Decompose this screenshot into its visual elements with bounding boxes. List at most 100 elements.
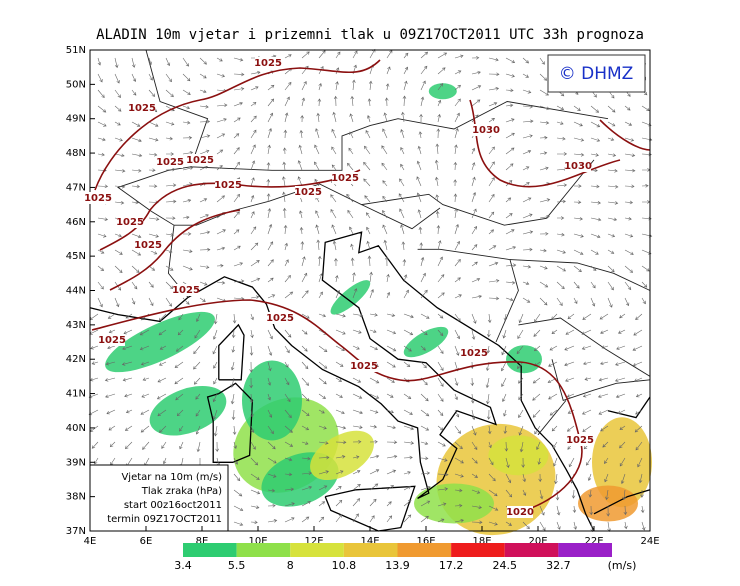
wind-arrow: [403, 471, 411, 475]
wind-arrow: [471, 261, 478, 267]
wind-arrow: [284, 291, 294, 299]
wind-arrow: [114, 265, 123, 273]
wind-arrow: [382, 180, 388, 187]
wind-arrow: [518, 425, 524, 436]
wind-arrow: [471, 520, 483, 525]
wind-arrow: [194, 329, 201, 339]
wind-arrow: [335, 440, 347, 445]
wind-arrow: [386, 361, 396, 368]
wind-arrow: [199, 247, 211, 252]
wind-shade: [105, 311, 215, 373]
wind-arrow: [551, 329, 558, 335]
wind-arrow: [97, 137, 106, 142]
wind-shade: [330, 280, 371, 315]
wind-arrow: [437, 345, 444, 354]
isobar: [99, 169, 361, 251]
wind-arrow: [193, 377, 201, 385]
isobar-label-bg: [215, 179, 241, 191]
wind-arrow: [301, 393, 310, 402]
wind-arrow: [505, 246, 517, 251]
wind-arrow: [199, 119, 211, 124]
wind-arrow: [402, 95, 407, 107]
wind-arrow: [282, 191, 286, 203]
wind-arrow: [352, 440, 362, 444]
wind-arrow: [522, 489, 527, 496]
wind-arrow: [250, 129, 257, 139]
wind-arrow: [215, 441, 219, 452]
wind-arrow: [282, 176, 286, 187]
wind-arrow: [437, 99, 442, 107]
wind-arrow: [301, 485, 313, 491]
wind-arrow: [471, 192, 477, 203]
isobar-label: 1030: [472, 125, 500, 136]
wind-arrow: [250, 329, 254, 339]
wind-arrow: [573, 297, 578, 305]
wind-arrow: [607, 217, 618, 222]
wind-arrow: [487, 313, 492, 324]
wind-arrow: [505, 280, 516, 285]
logo-box: [547, 54, 646, 93]
wind-arrow: [471, 226, 478, 235]
wind-arrow: [386, 454, 398, 459]
wind-arrow: [331, 164, 337, 171]
wind-arrow: [386, 425, 396, 430]
wind-arrow: [582, 425, 592, 432]
wind-arrow: [488, 457, 494, 466]
wind-arrow: [316, 112, 320, 123]
wind-arrow: [161, 441, 167, 449]
wind-arrow: [250, 260, 260, 267]
coastline: [607, 396, 651, 419]
wind-arrow: [522, 134, 533, 139]
wind-arrow: [267, 259, 274, 267]
wind-arrow: [471, 244, 478, 251]
isobar-label-bg: [85, 192, 111, 204]
wind-arrow: [590, 201, 601, 205]
wind-arrow: [488, 245, 497, 251]
wind-arrow: [400, 163, 405, 171]
wind-arrow: [97, 73, 103, 83]
wind-arrow: [505, 473, 512, 484]
wind-arrow: [539, 232, 549, 236]
lat-label: 42N: [66, 354, 86, 365]
wind-arrow: [233, 161, 240, 171]
wind-arrow: [488, 489, 498, 497]
wind-arrow: [420, 425, 430, 431]
wind-arrow: [352, 79, 356, 91]
wind-arrow: [301, 256, 306, 267]
wind-arrow: [539, 120, 550, 125]
wind-arrow: [350, 95, 355, 107]
wind-arrow: [607, 265, 615, 273]
wind-arrow: [177, 329, 184, 336]
colorbar-swatch: [397, 543, 452, 557]
wind-arrow: [267, 277, 274, 283]
wind-arrow: [165, 136, 173, 141]
wind-arrow: [386, 291, 391, 299]
wind-arrow: [564, 345, 575, 351]
wind-arrow: [386, 66, 391, 75]
wind-arrow: [267, 488, 276, 493]
wind-arrow: [131, 137, 142, 143]
wind-arrow: [505, 229, 515, 235]
wind-arrow: [369, 329, 377, 333]
wind-arrow: [419, 242, 423, 251]
wind-shade: [242, 360, 302, 441]
wind-shade: [578, 485, 638, 522]
wind-arrow: [620, 473, 626, 485]
wind-arrow: [505, 147, 515, 155]
wind-arrow: [114, 57, 119, 69]
wind-arrow: [454, 294, 462, 299]
wind-arrow: [635, 313, 643, 320]
wind-arrow: [488, 279, 500, 283]
wind-arrow: [335, 486, 342, 491]
colorbar-swatch: [236, 543, 291, 557]
wind-arrow: [301, 51, 310, 59]
wind-arrow: [157, 409, 167, 417]
wind-arrow: [454, 223, 459, 235]
wind-arrow: [105, 393, 116, 398]
lon-label: 14E: [360, 536, 379, 547]
wind-arrow: [318, 470, 329, 475]
wind-arrow: [400, 224, 405, 235]
wind-arrow: [250, 211, 255, 219]
wind-arrow: [140, 409, 150, 415]
lon-label: 10E: [248, 536, 267, 547]
